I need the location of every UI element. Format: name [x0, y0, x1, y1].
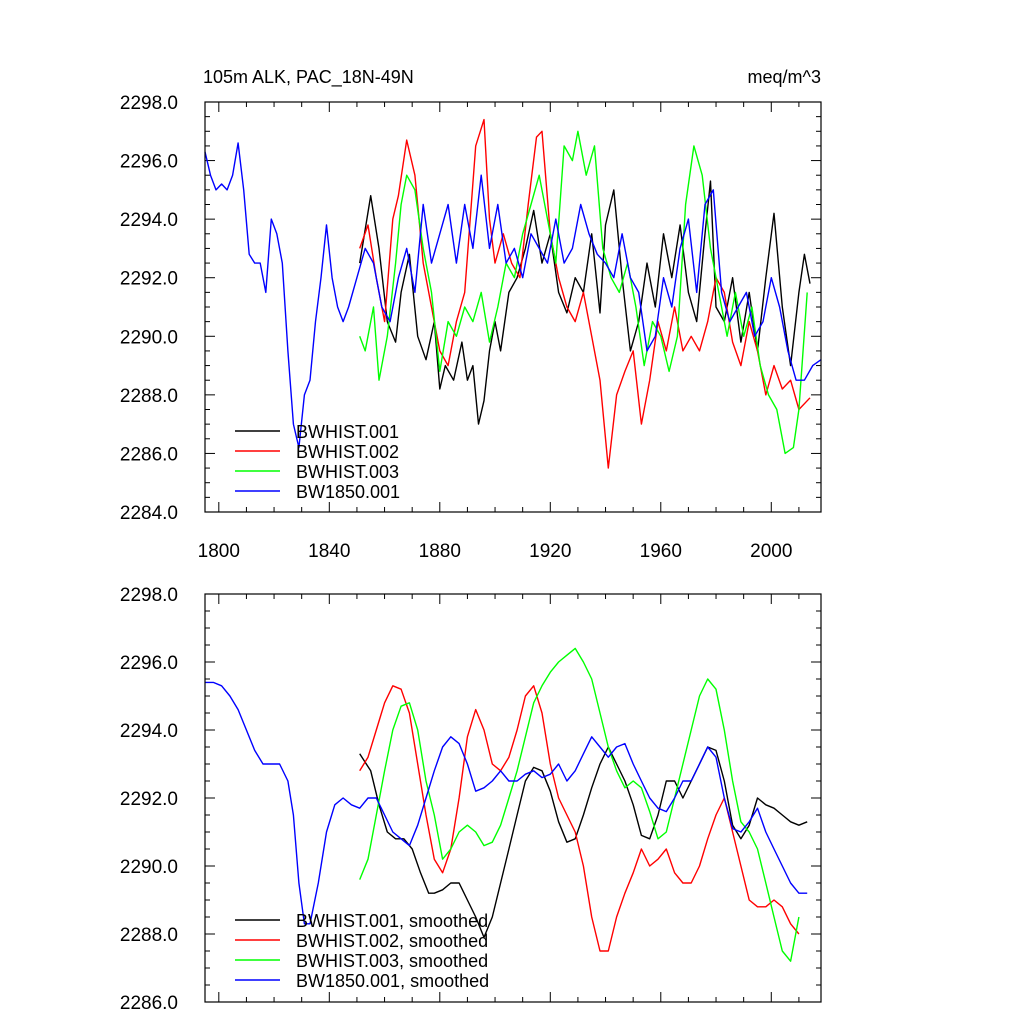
- bottom-chart-legend: BWHIST.001, smoothed BWHIST.002, smoothe…: [235, 911, 489, 991]
- y-tick-label: 2296.0: [120, 653, 178, 674]
- bottom-chart-panel: 2286.0 2288.0 2290.0 2292.0 2294.0 2296.…: [120, 585, 822, 1014]
- y-tick-label: 2298.0: [120, 93, 178, 114]
- y-tick-label: 2292.0: [120, 789, 178, 810]
- x-tick-label: 1960: [640, 541, 682, 562]
- y-tick-label: 2286.0: [120, 444, 178, 465]
- series-line: [359, 647, 800, 962]
- y-tick-label: 2298.0: [120, 585, 178, 606]
- top-chart-frame: [204, 101, 822, 513]
- bottom-chart-y-tick-labels: 2286.0 2288.0 2290.0 2292.0 2294.0 2296.…: [120, 585, 178, 1014]
- y-tick-label: 2292.0: [120, 269, 178, 290]
- top-chart-x-tick-labels: 1800 1840 1880 1920 1960 2000: [198, 541, 793, 562]
- y-tick-label: 2290.0: [120, 857, 178, 878]
- legend-label: BWHIST.003: [296, 462, 399, 482]
- x-tick-label: 1880: [419, 541, 461, 562]
- y-tick-label: 2286.0: [120, 993, 178, 1014]
- top-chart-panel: 105m ALK, PAC_18N-49N meq/m^3 2284.0 228…: [120, 67, 822, 562]
- legend-label: BW1850.001: [296, 482, 400, 502]
- y-tick-label: 2294.0: [120, 721, 178, 742]
- legend-label: BWHIST.002, smoothed: [296, 931, 488, 951]
- top-chart-title: 105m ALK, PAC_18N-49N: [203, 67, 414, 88]
- x-tick-label: 1920: [529, 541, 571, 562]
- x-tick-label: 1800: [198, 541, 240, 562]
- top-chart-series: [204, 118, 822, 469]
- series-line: [359, 118, 811, 469]
- legend-label: BWHIST.001, smoothed: [296, 911, 488, 931]
- bottom-chart-ticks: [205, 593, 821, 1003]
- x-tick-label: 1840: [308, 541, 350, 562]
- legend-label: BWHIST.001: [296, 422, 399, 442]
- legend-label: BWHIST.003, smoothed: [296, 951, 488, 971]
- legend-label: BWHIST.002: [296, 442, 399, 462]
- y-tick-label: 2296.0: [120, 152, 178, 173]
- y-tick-label: 2288.0: [120, 386, 178, 407]
- series-line: [205, 681, 808, 925]
- series-line: [359, 130, 808, 455]
- bottom-chart-series: [205, 647, 808, 962]
- y-tick-label: 2294.0: [120, 210, 178, 231]
- top-chart-legend: BWHIST.001 BWHIST.002 BWHIST.003 BW1850.…: [235, 422, 400, 502]
- series-line: [359, 180, 811, 425]
- y-tick-label: 2288.0: [120, 925, 178, 946]
- top-chart-y-tick-labels: 2284.0 2286.0 2288.0 2290.0 2292.0 2294.…: [120, 93, 178, 524]
- series-line: [204, 142, 822, 449]
- legend-label: BW1850.001, smoothed: [296, 971, 489, 991]
- y-tick-label: 2284.0: [120, 503, 178, 524]
- y-tick-label: 2290.0: [120, 327, 178, 348]
- top-chart-units: meq/m^3: [748, 67, 821, 87]
- x-tick-label: 2000: [750, 541, 792, 562]
- bottom-chart-frame: [204, 593, 822, 1003]
- series-line: [359, 746, 808, 939]
- top-chart-ticks: [205, 101, 821, 513]
